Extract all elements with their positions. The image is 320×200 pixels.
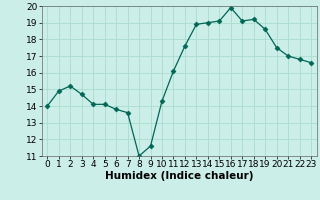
- X-axis label: Humidex (Indice chaleur): Humidex (Indice chaleur): [105, 171, 253, 181]
